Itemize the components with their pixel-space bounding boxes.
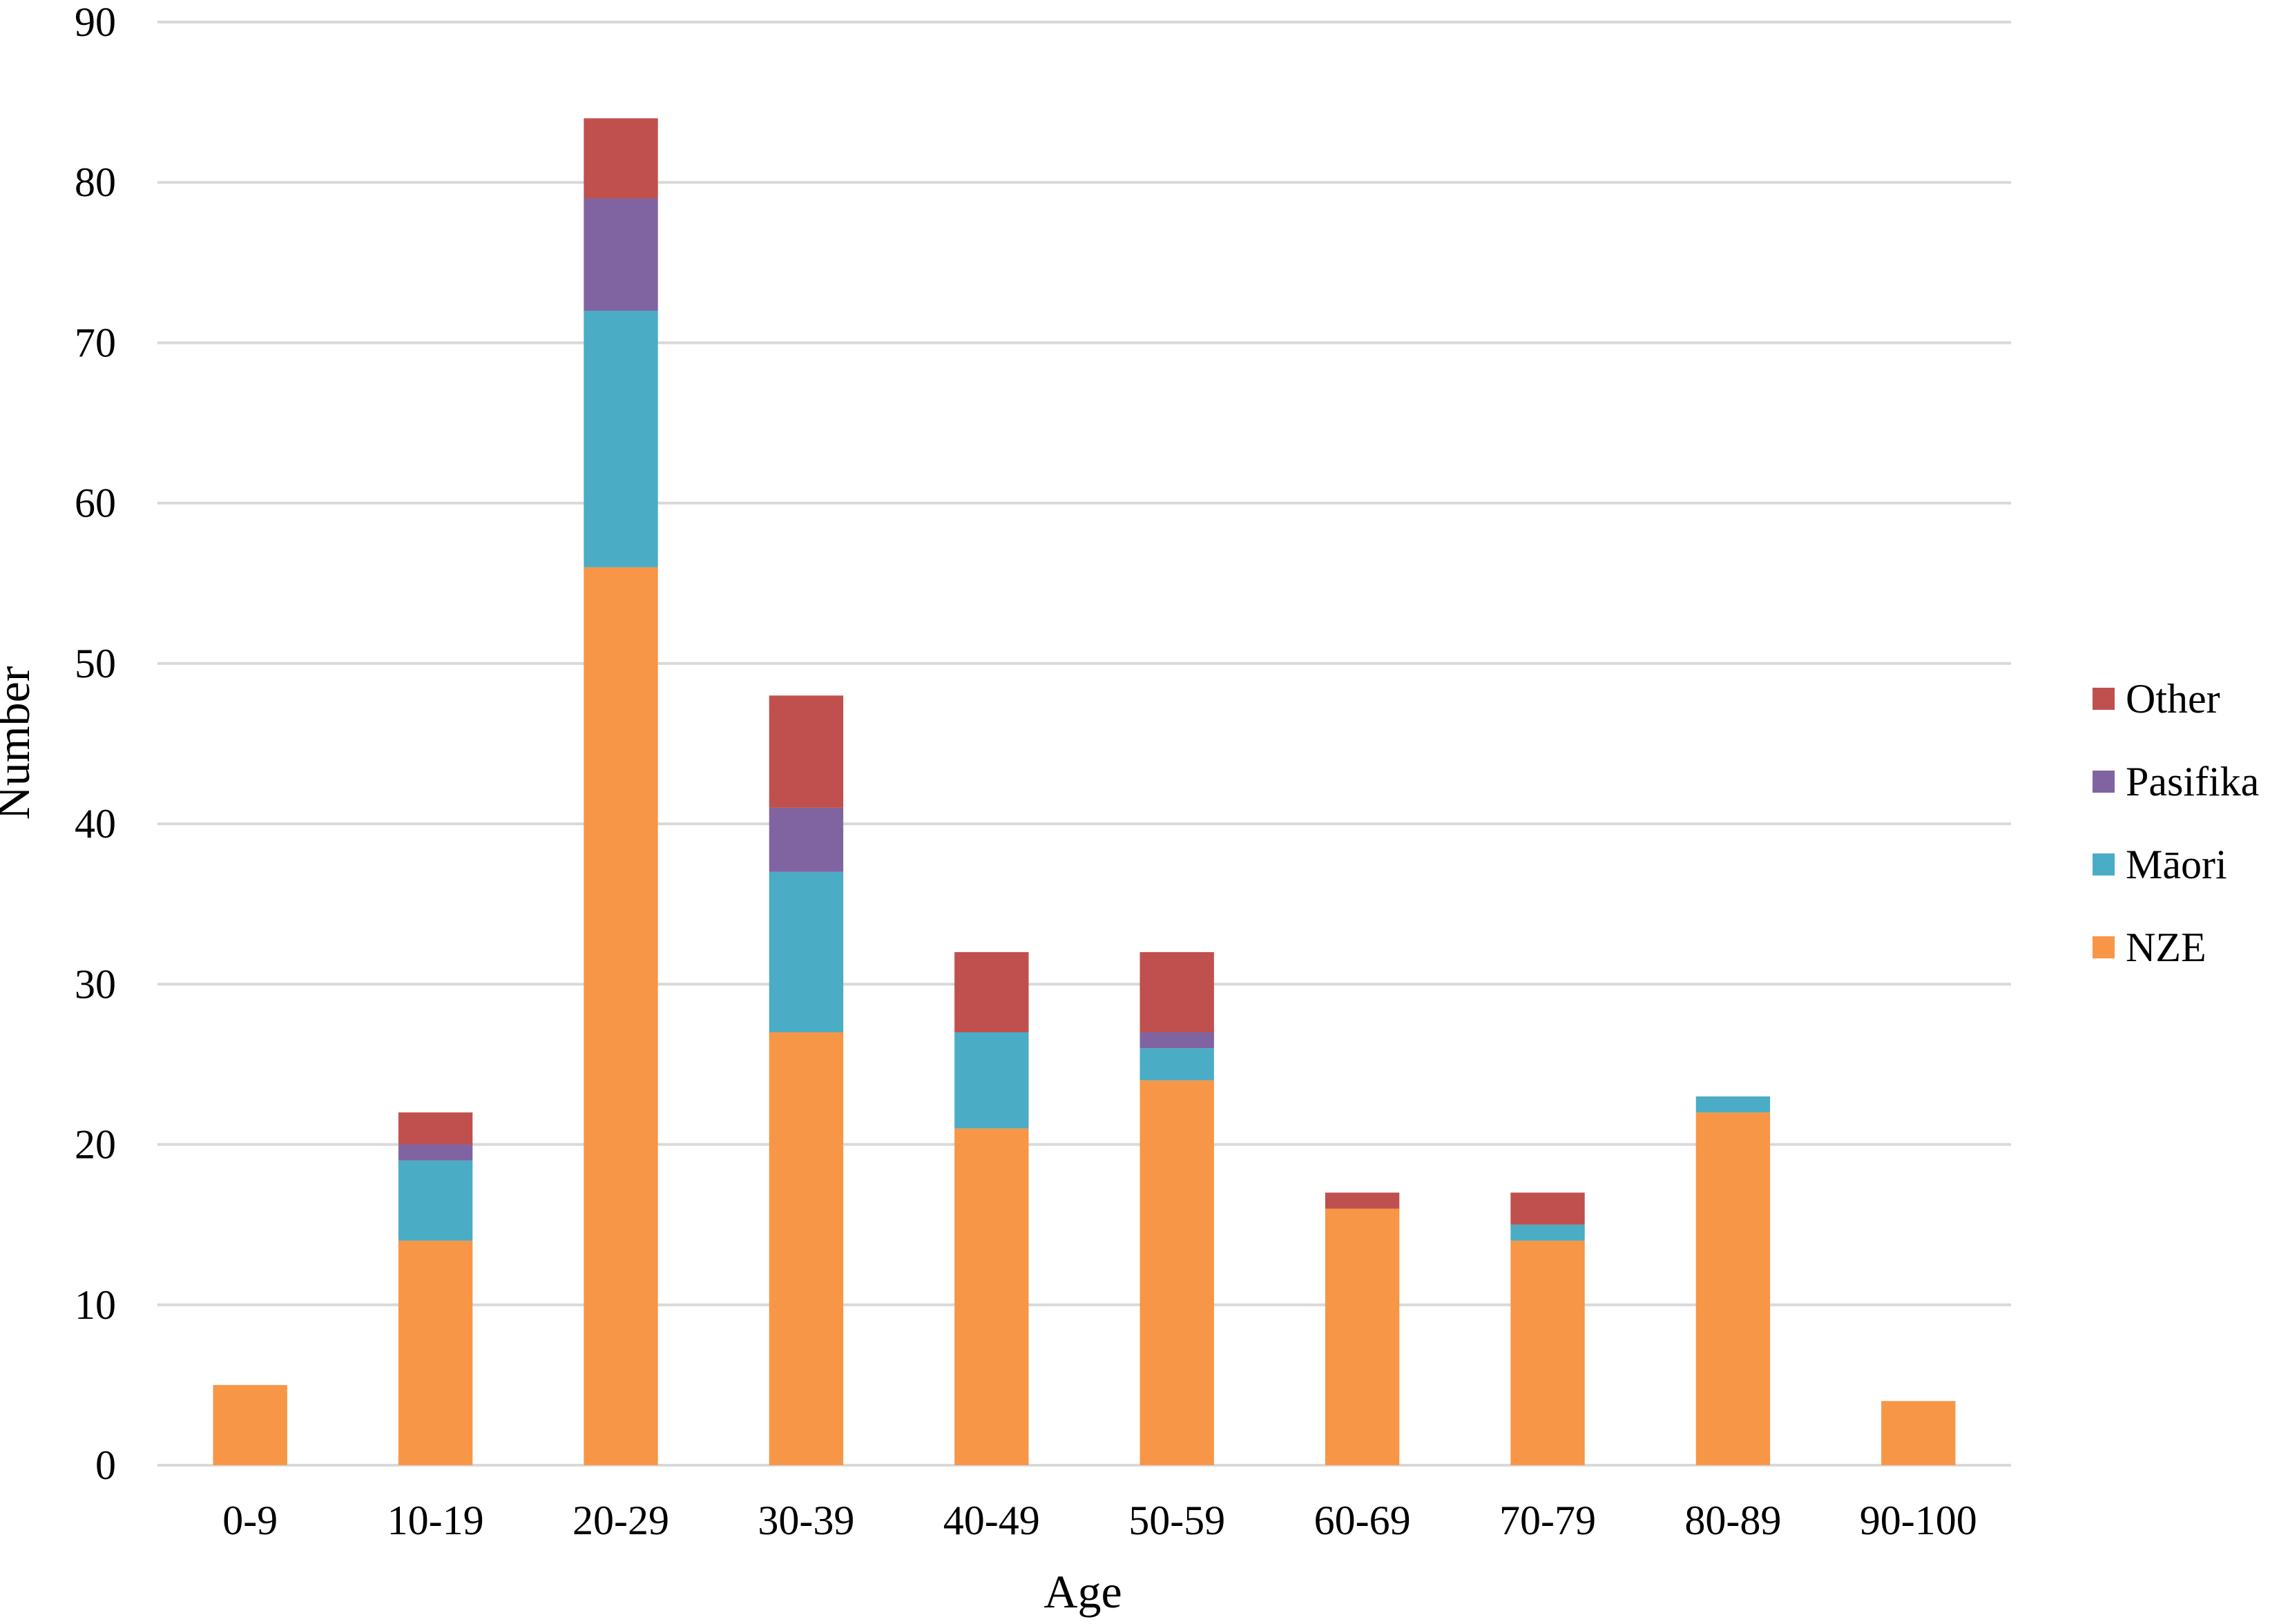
bar-maori-10-19	[398, 1160, 473, 1241]
bar-pasifika-20-29	[584, 198, 658, 311]
x-tick-label: 60-69	[1314, 1498, 1411, 1543]
x-tick-label: 0-9	[222, 1498, 278, 1543]
x-tick-label: 40-49	[943, 1498, 1040, 1543]
y-tick-label: 20	[75, 1122, 116, 1168]
y-tick-label: 60	[75, 481, 116, 526]
legend-swatch-maori	[2093, 853, 2115, 876]
legend-swatch-nze	[2093, 936, 2115, 958]
bar-other-30-39	[769, 695, 844, 808]
legend-label-maori: Māori	[2126, 842, 2227, 887]
bar-maori-30-39	[769, 871, 844, 1032]
bar-maori-50-59	[1140, 1048, 1214, 1081]
y-tick-label: 90	[75, 0, 116, 45]
bar-other-50-59	[1140, 951, 1214, 1032]
y-tick-label: 40	[75, 801, 116, 847]
x-tick-label: 50-59	[1128, 1498, 1225, 1543]
bar-other-70-79	[1510, 1192, 1585, 1225]
bar-nze-90-100	[1881, 1401, 1956, 1465]
bar-maori-40-49	[954, 1032, 1029, 1129]
y-tick-label: 10	[75, 1282, 116, 1328]
bar-nze-30-39	[769, 1032, 844, 1465]
x-tick-label: 30-39	[758, 1498, 854, 1543]
legend-label-pasifika: Pasifika	[2126, 759, 2259, 804]
bar-other-10-19	[398, 1112, 473, 1145]
bar-other-40-49	[954, 951, 1029, 1032]
bar-maori-80-89	[1695, 1096, 1771, 1113]
bar-maori-70-79	[1510, 1224, 1585, 1241]
legend-label-nze: NZE	[2126, 925, 2206, 970]
y-axis-tick-labels: 0 10 20 30 40 50 60 70 80 90	[75, 0, 116, 1488]
bar-nze-0-9	[213, 1384, 287, 1465]
bar-nze-50-59	[1140, 1080, 1214, 1465]
y-tick-label: 50	[75, 641, 116, 686]
legend-swatch-pasifika	[2093, 771, 2115, 793]
bar-pasifika-30-39	[769, 807, 844, 872]
x-tick-label: 80-89	[1684, 1498, 1781, 1543]
bar-nze-60-69	[1325, 1208, 1400, 1465]
bar-nze-10-19	[398, 1240, 473, 1465]
bar-maori-20-29	[584, 311, 658, 568]
bar-nze-70-79	[1510, 1240, 1585, 1465]
x-tick-label: 20-29	[573, 1498, 669, 1543]
bar-other-60-69	[1325, 1192, 1400, 1209]
bars	[213, 118, 1956, 1465]
x-axis-title: Age	[1044, 1565, 1122, 1618]
bar-pasifika-50-59	[1140, 1032, 1214, 1049]
x-axis-tick-labels: 0-9 10-19 20-29 30-39 40-49 50-59 60-69 70-79 80…	[222, 1498, 1977, 1543]
legend: Other Pasifika Māori NZE	[2093, 676, 2259, 970]
y-tick-label: 0	[95, 1442, 116, 1488]
bar-pasifika-10-19	[398, 1144, 473, 1161]
bar-other-20-29	[584, 118, 658, 199]
legend-label-other: Other	[2126, 676, 2220, 722]
y-tick-label: 80	[75, 160, 116, 205]
x-tick-label: 90-100	[1860, 1498, 1977, 1543]
x-tick-label: 10-19	[387, 1498, 484, 1543]
y-axis-title: Number	[0, 666, 39, 820]
bar-nze-20-29	[584, 567, 658, 1465]
y-tick-label: 70	[75, 320, 116, 365]
bar-nze-80-89	[1695, 1112, 1771, 1465]
legend-swatch-other	[2093, 688, 2115, 710]
y-tick-label: 30	[75, 961, 116, 1007]
bar-nze-40-49	[954, 1128, 1029, 1465]
x-tick-label: 70-79	[1499, 1498, 1596, 1543]
